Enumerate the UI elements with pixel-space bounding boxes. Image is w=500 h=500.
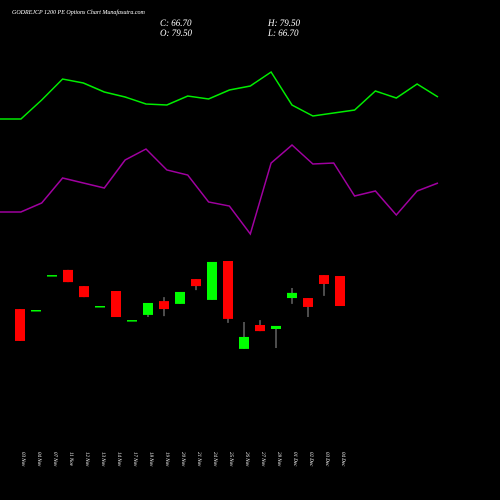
candle-body [95,306,105,308]
x-tick-label: 04 Nov [36,452,41,467]
x-tick-label: 27 Nov [260,452,265,467]
high-stat: H: 79.50 [267,18,300,28]
candle-body [143,302,153,315]
candle-body [111,291,121,318]
x-tick-label: 17 Nov [132,452,137,467]
open-stat: O: 79.50 [160,28,192,38]
x-tick-label: 03 Dec [324,452,329,467]
candle-body [47,275,57,277]
x-tick-label: 14 Nov [116,452,121,467]
x-tick-label: 13 Nov [100,452,105,467]
candle-body [207,261,217,300]
candle-body [31,310,41,312]
x-tick-label: 24 Nov [212,452,217,467]
candle-body [175,291,185,304]
candle-body [335,276,345,307]
x-tick-label: 25 Nov [228,452,233,467]
x-tick-label: 03 Nov [20,452,25,467]
x-tick-label: 18 Nov [148,452,153,467]
x-tick-label: 04 Dec [340,452,345,467]
line-series [0,143,439,236]
candle-body [159,301,169,310]
candle-body [127,320,137,322]
candle-body [271,325,281,329]
candle-body [319,275,329,284]
x-tick-label: 20 Nov [180,452,185,467]
candle-body [63,269,73,283]
line-series [0,70,439,120]
candle-body [287,292,297,299]
candle-body [303,298,313,307]
x-tick-label: 11 Nov [68,452,73,467]
x-tick-label: 19 Nov [164,452,169,467]
x-tick-label: 21 Nov [196,452,201,467]
candle-body [79,286,89,298]
x-tick-label: 12 Nov [84,452,89,467]
candle-body [223,261,233,319]
x-tick-label: 02 Dec [308,452,313,467]
x-tick-label: 07 Nov [52,452,57,467]
x-tick-label: 26 Nov [244,452,249,467]
chart-title: GODREJCP 1200 PE Options Chart Munafasut… [12,9,146,16]
x-tick-label: 01 Dec [292,452,297,467]
x-tick-label: 28 Nov [276,452,281,467]
candle-body [255,325,265,332]
low-stat: L: 66.70 [267,28,299,38]
candle-body [15,309,25,341]
candle-body [191,279,201,287]
close-stat: C: 66.70 [160,18,192,28]
candle-body [239,336,249,349]
